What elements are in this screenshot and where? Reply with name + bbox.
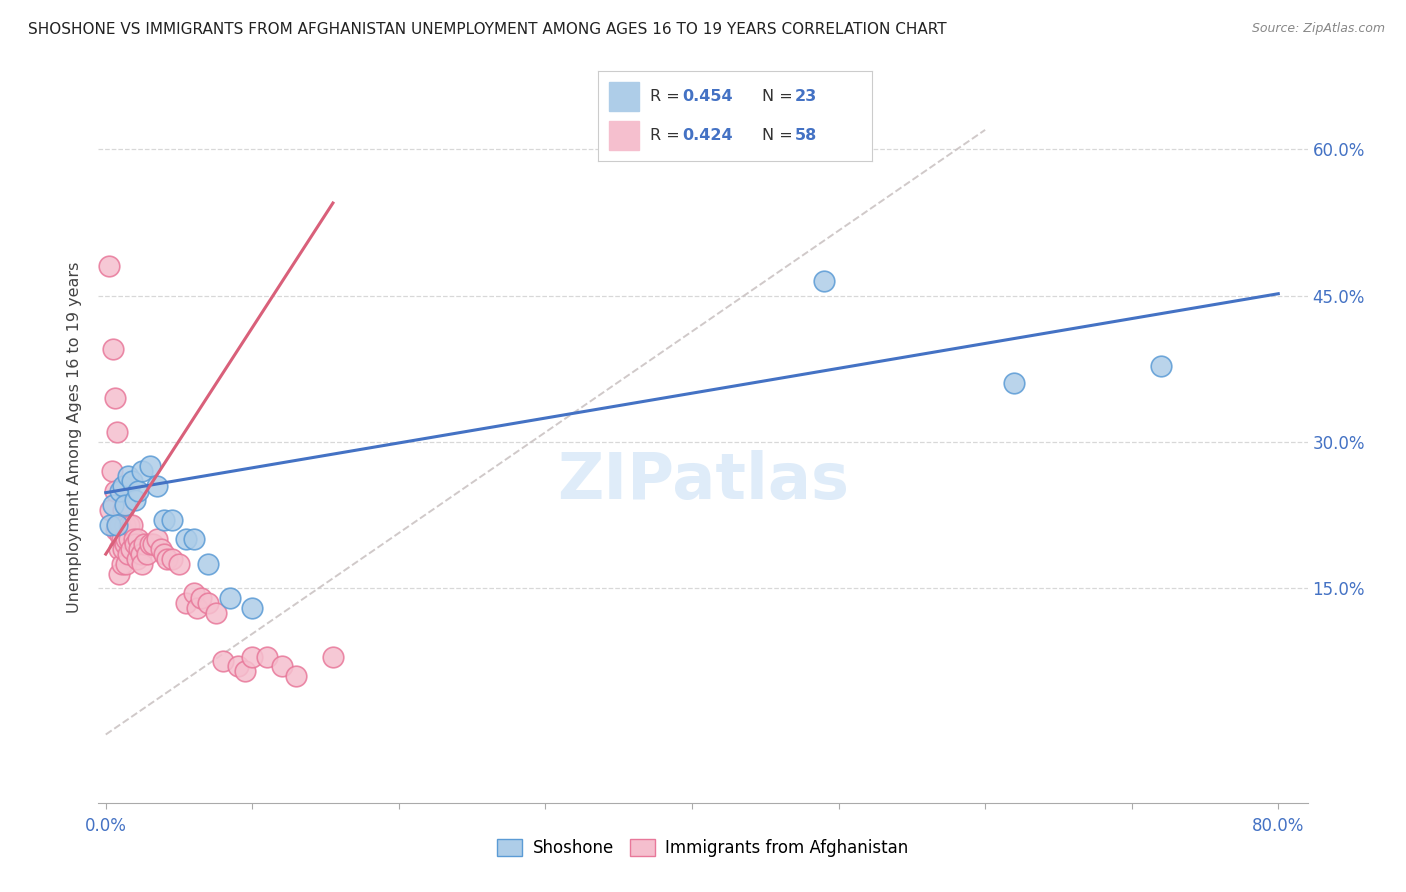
Point [135,547,157,561]
Text: 0.454: 0.454 [682,89,733,103]
Point [153,547,176,561]
Point [233,664,256,678]
Text: N =: N = [762,128,799,143]
Point [115,557,138,571]
Point [128,542,150,557]
Point [112,479,135,493]
Point [138,537,160,551]
Point [160,552,183,566]
Point [98,503,121,517]
Point [124,493,146,508]
Point [160,513,183,527]
Point [813,274,835,288]
Text: 0.424: 0.424 [682,128,733,143]
Point [146,479,169,493]
Point [186,600,208,615]
Point [122,533,145,547]
Point [156,552,179,566]
Point [110,517,132,532]
Point [100,464,122,478]
Point [114,537,136,551]
Text: R =: R = [650,89,685,103]
Point [112,542,135,557]
Point [105,523,128,537]
Point [101,499,124,513]
Point [107,425,129,440]
Point [183,586,205,600]
Point [124,537,146,551]
Point [114,517,136,532]
Point [114,499,136,513]
Point [197,596,219,610]
Point [322,649,344,664]
Bar [609,121,638,150]
Text: SHOSHONE VS IMMIGRANTS FROM AFGHANISTAN UNEMPLOYMENT AMONG AGES 16 TO 19 YEARS C: SHOSHONE VS IMMIGRANTS FROM AFGHANISTAN … [28,22,946,37]
Y-axis label: Unemployment Among Ages 16 to 19 years: Unemployment Among Ages 16 to 19 years [67,261,83,613]
Point [153,513,176,527]
Point [256,649,278,664]
Point [115,533,138,547]
Text: ZIPatlas: ZIPatlas [557,450,849,512]
Point [121,474,143,488]
Point [270,659,292,673]
Point [110,527,132,541]
Legend: Shoshone, Immigrants from Afghanistan: Shoshone, Immigrants from Afghanistan [491,832,915,864]
Point [125,552,148,566]
Point [285,669,308,683]
Point [219,591,242,605]
Point [117,469,139,483]
Point [97,260,120,274]
Point [226,659,249,673]
Point [103,391,125,405]
Point [121,517,143,532]
Point [131,464,153,478]
Point [142,537,165,551]
Point [98,517,121,532]
Point [120,542,142,557]
Point [131,557,153,571]
Point [118,533,141,547]
Point [190,591,212,605]
Point [127,533,149,547]
Point [108,542,131,557]
Point [112,503,135,517]
Text: 23: 23 [794,89,817,103]
Text: R =: R = [650,128,685,143]
Point [240,649,263,664]
Point [103,483,125,498]
Point [111,533,134,547]
Text: Source: ZipAtlas.com: Source: ZipAtlas.com [1251,22,1385,36]
Point [1150,359,1173,373]
Bar [609,82,638,111]
Point [1004,376,1026,391]
Point [117,547,139,561]
Point [108,566,131,581]
Point [118,517,141,532]
Point [240,600,263,615]
Text: 58: 58 [794,128,817,143]
Point [101,343,124,357]
Point [146,533,169,547]
Point [111,557,134,571]
Point [107,517,129,532]
Point [150,542,173,557]
Point [138,459,160,474]
Point [176,533,198,547]
Point [127,483,149,498]
Text: N =: N = [762,89,799,103]
Point [183,533,205,547]
Point [167,557,190,571]
Point [176,596,198,610]
Point [107,517,129,532]
Point [212,654,235,668]
Point [197,557,219,571]
Point [204,606,226,620]
Point [110,483,132,498]
Point [132,537,155,551]
Point [129,547,152,561]
